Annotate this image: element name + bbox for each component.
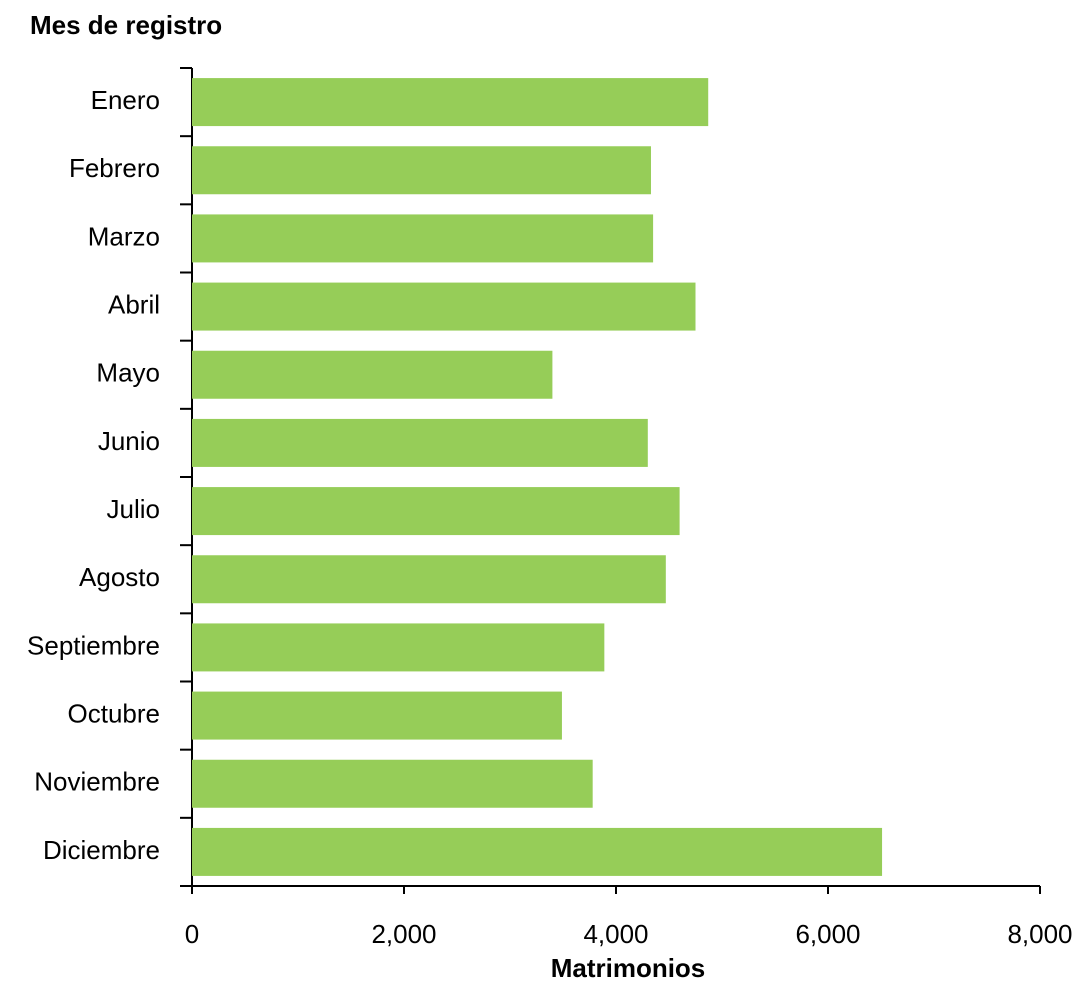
y-tick-label: Junio	[98, 426, 160, 456]
x-tick-label: 2,000	[371, 919, 436, 949]
y-axis-title: Mes de registro	[30, 10, 222, 40]
y-tick-label: Enero	[91, 85, 160, 115]
bar	[192, 350, 553, 399]
x-tick-label: 6,000	[795, 919, 860, 949]
bar	[192, 623, 605, 672]
y-tick-label: Diciembre	[43, 835, 160, 865]
x-tick-label: 4,000	[583, 919, 648, 949]
bar	[192, 759, 593, 808]
bar	[192, 146, 651, 195]
bar	[192, 487, 680, 536]
bar	[192, 827, 883, 876]
y-tick-label: Mayo	[96, 358, 160, 388]
y-tick-label: Octubre	[68, 698, 161, 728]
bar	[192, 555, 666, 604]
y-tick-label: Julio	[107, 494, 160, 524]
y-tick-label: Agosto	[79, 562, 160, 592]
bar	[192, 78, 709, 127]
y-tick-label: Febrero	[69, 153, 160, 183]
y-tick-label: Septiembre	[27, 630, 160, 660]
bar	[192, 214, 654, 263]
bar	[192, 691, 562, 740]
x-tick-label: 8,000	[1007, 919, 1072, 949]
bar	[192, 418, 648, 467]
y-tick-label: Noviembre	[34, 767, 160, 797]
bar	[192, 282, 696, 331]
y-tick-label: Abril	[108, 289, 160, 319]
y-tick-label: Marzo	[88, 221, 160, 251]
x-tick-label: 0	[185, 919, 199, 949]
x-axis-title: Matrimonios	[551, 953, 706, 982]
